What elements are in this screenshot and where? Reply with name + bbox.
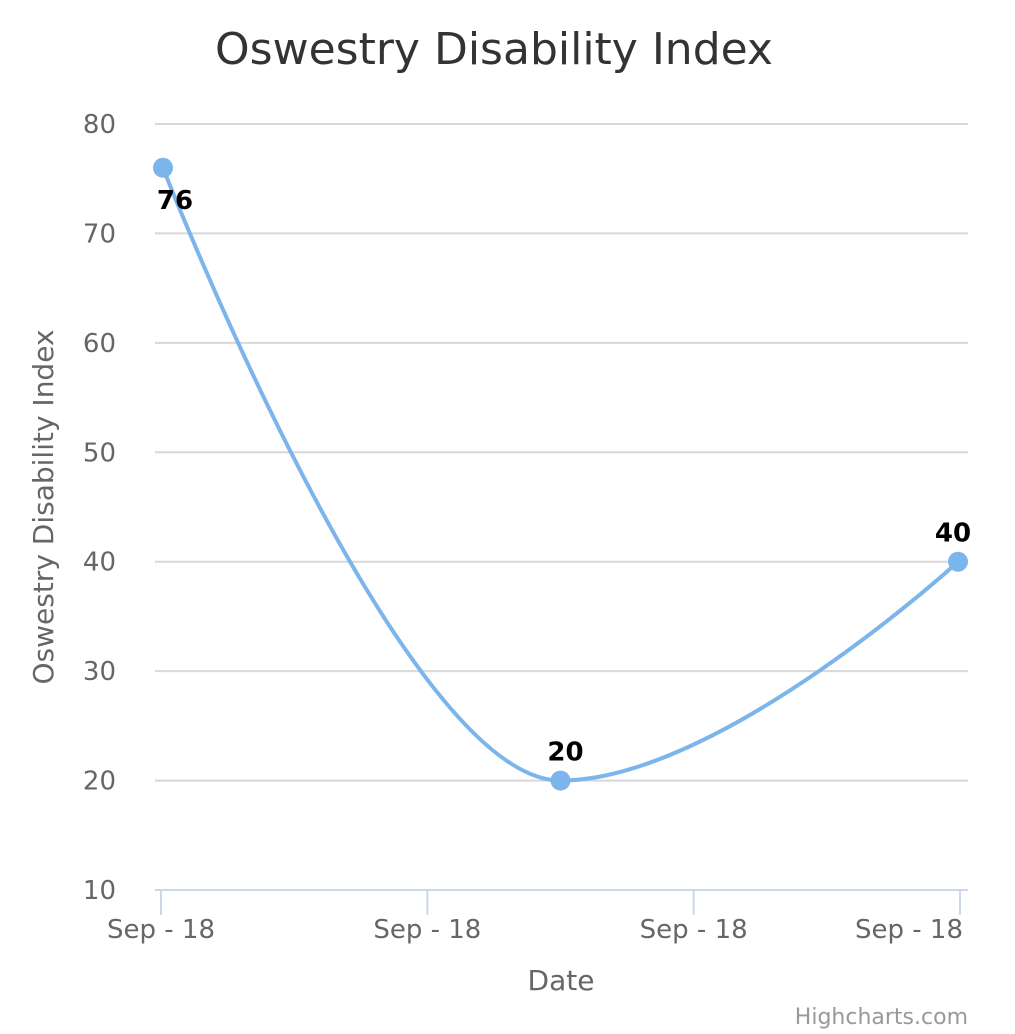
x-axis-title: Date bbox=[528, 964, 595, 997]
data-label: 20 bbox=[547, 738, 583, 768]
y-tick-label: 80 bbox=[83, 110, 116, 140]
x-tick-label: Sep - 18 bbox=[855, 915, 963, 945]
x-tick-label: Sep - 18 bbox=[640, 915, 748, 945]
y-tick-label: 40 bbox=[83, 548, 116, 578]
y-tick-label: 60 bbox=[83, 329, 116, 359]
y-tick-label: 50 bbox=[83, 438, 116, 468]
data-labels: 76 20 40 bbox=[157, 186, 971, 768]
data-label: 76 bbox=[157, 186, 193, 216]
y-tick-label: 70 bbox=[83, 219, 116, 249]
data-label: 40 bbox=[935, 519, 971, 549]
y-gridlines bbox=[155, 123, 968, 782]
chart-title: Oswestry Disability Index bbox=[215, 24, 773, 75]
x-tick-label: Sep - 18 bbox=[373, 915, 481, 945]
y-tick-label: 20 bbox=[83, 767, 116, 797]
data-points bbox=[153, 157, 968, 791]
series-line bbox=[161, 165, 960, 783]
data-point[interactable] bbox=[550, 770, 571, 791]
data-point[interactable] bbox=[153, 157, 173, 178]
y-tick-label: 10 bbox=[83, 876, 116, 906]
x-ticks: Sep - 18 Sep - 18 Sep - 18 Sep - 18 bbox=[107, 890, 963, 945]
data-point[interactable] bbox=[948, 551, 968, 572]
y-tick-labels: 10 20 30 40 50 60 70 80 bbox=[83, 110, 116, 906]
y-tick-label: 30 bbox=[83, 657, 116, 687]
y-axis-title: Oswestry Disability Index bbox=[27, 329, 60, 684]
credits-link[interactable]: Highcharts.com bbox=[795, 1005, 968, 1030]
x-tick-label: Sep - 18 bbox=[107, 915, 215, 945]
